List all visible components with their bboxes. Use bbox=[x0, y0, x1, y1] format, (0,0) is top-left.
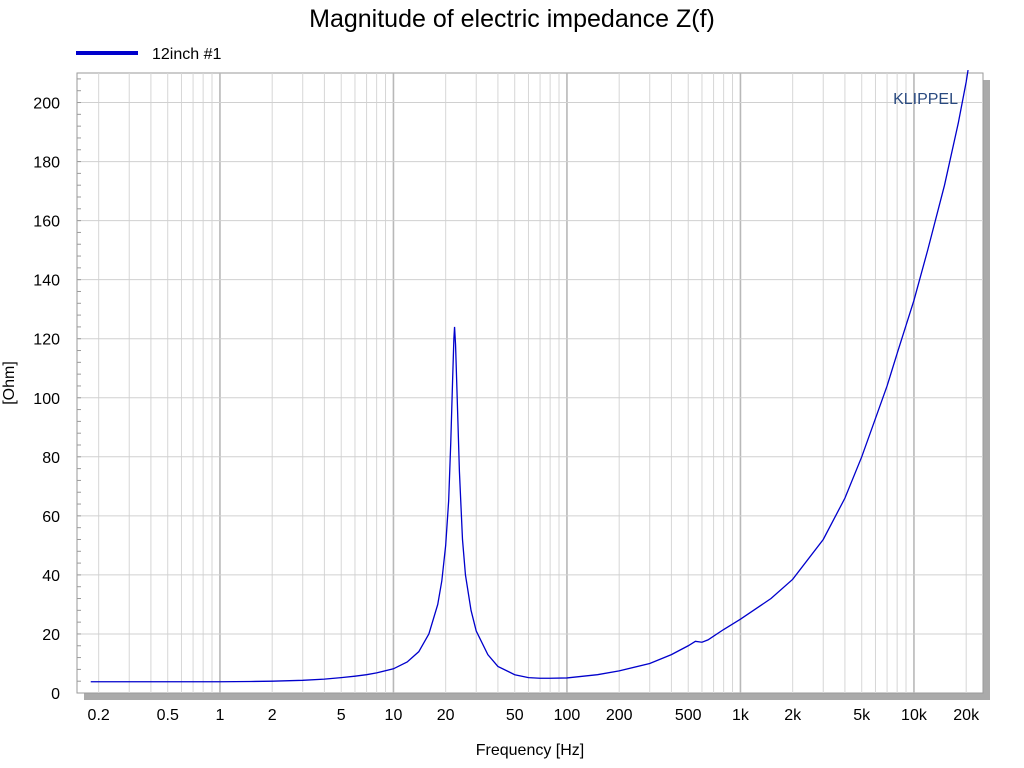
y-tick-label: 0 bbox=[51, 686, 60, 703]
x-tick-label: 2k bbox=[784, 707, 802, 724]
legend-label: 12inch #1 bbox=[152, 46, 221, 63]
grid bbox=[77, 73, 983, 694]
x-tick-label: 2 bbox=[268, 707, 277, 724]
y-tick-label: 160 bbox=[33, 214, 60, 231]
y-tick-label: 180 bbox=[33, 155, 60, 172]
x-tick-label: 500 bbox=[675, 707, 702, 724]
x-tick-label: 200 bbox=[606, 707, 633, 724]
y-axis-ticks: 0 20 40 60 80 100 120 140 160 180 200 bbox=[33, 96, 60, 703]
y-tick-label: 40 bbox=[42, 568, 60, 585]
y-tick-label: 100 bbox=[33, 391, 60, 408]
legend: 12inch #1 bbox=[76, 46, 221, 63]
x-axis-label: Frequency [Hz] bbox=[476, 742, 584, 759]
x-tick-label: 1 bbox=[215, 707, 224, 724]
y-tick-label: 140 bbox=[33, 273, 60, 290]
y-tick-label: 60 bbox=[42, 509, 60, 526]
y-axis-label: [Ohm] bbox=[1, 361, 18, 405]
x-tick-label: 1k bbox=[732, 707, 750, 724]
impedance-curve bbox=[90, 69, 969, 683]
y-tick-label: 120 bbox=[33, 332, 60, 349]
plot-area bbox=[76, 72, 984, 694]
x-tick-label: 0.2 bbox=[88, 707, 110, 724]
x-axis-ticks: 0.2 0.5 1 2 5 10 20 50 100 200 500 1k 2k 5k 10k 20k bbox=[88, 707, 981, 724]
x-tick-label: 20 bbox=[437, 707, 455, 724]
x-tick-label: 5 bbox=[337, 707, 346, 724]
x-tick-label: 50 bbox=[506, 707, 524, 724]
y-tick-label: 200 bbox=[33, 96, 60, 113]
x-tick-label: 10 bbox=[385, 707, 403, 724]
x-tick-label: 5k bbox=[853, 707, 871, 724]
x-tick-label: 0.5 bbox=[157, 707, 179, 724]
chart-title: Magnitude of electric impedance Z(f) bbox=[309, 5, 715, 33]
y-tick-label: 20 bbox=[42, 627, 60, 644]
klippel-watermark: KLIPPEL bbox=[893, 91, 958, 108]
y-tick-label: 80 bbox=[42, 450, 60, 467]
x-tick-label: 100 bbox=[554, 707, 581, 724]
x-tick-label: 20k bbox=[953, 707, 980, 724]
x-tick-label: 10k bbox=[901, 707, 928, 724]
